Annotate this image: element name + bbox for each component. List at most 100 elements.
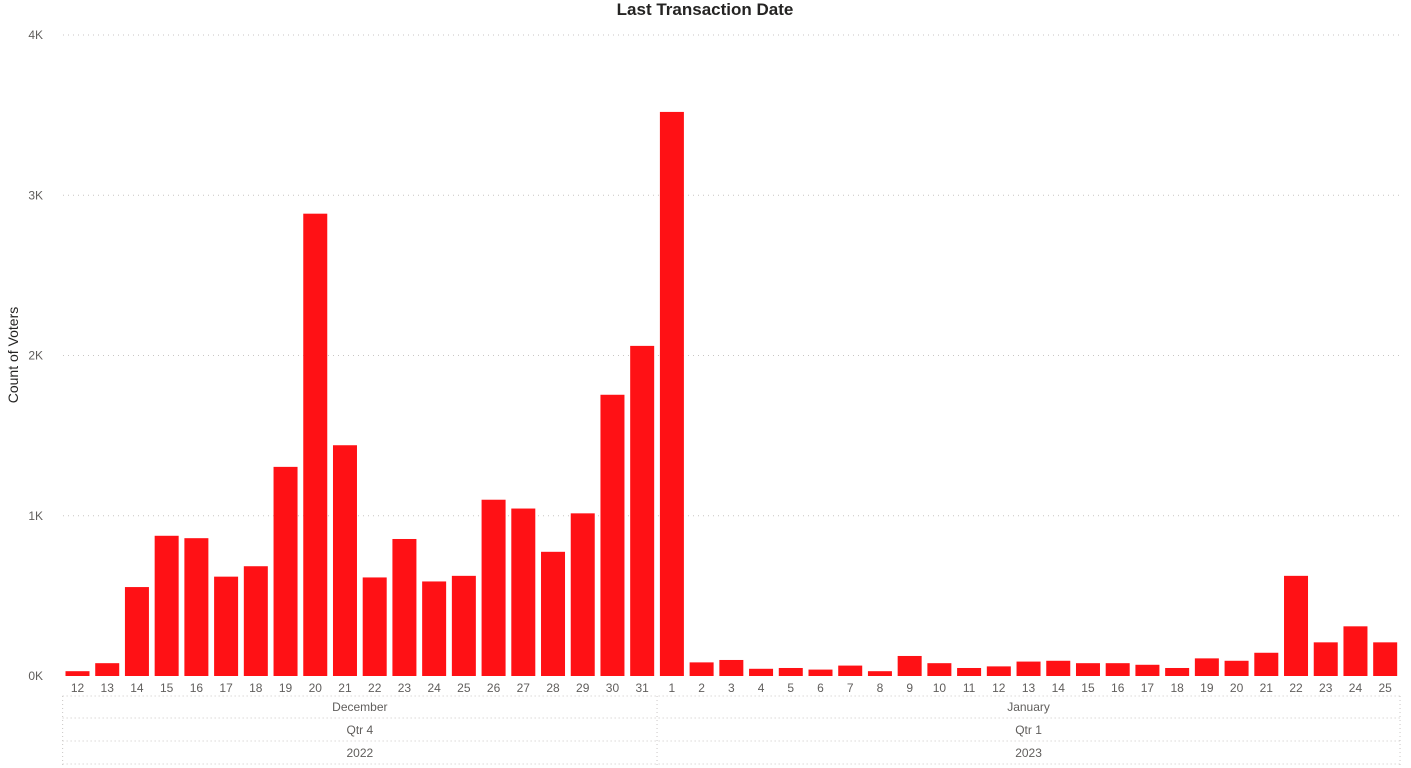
bar [1373, 642, 1397, 676]
x-tick-label: 21 [1260, 681, 1274, 695]
x-tick-label: 31 [636, 681, 650, 695]
x-tick-label: 12 [71, 681, 85, 695]
x-tick-label: 10 [933, 681, 947, 695]
bar [422, 581, 446, 676]
bar [125, 587, 149, 676]
x-tick-label: 15 [160, 681, 174, 695]
x-tick-label: 24 [1349, 681, 1363, 695]
bar [482, 500, 506, 676]
bar [1106, 663, 1130, 676]
x-tick-label: 30 [606, 681, 620, 695]
x-tick-label: 12 [992, 681, 1006, 695]
x-tick-label: 25 [457, 681, 471, 695]
bar [363, 577, 387, 676]
bar [1195, 658, 1219, 676]
bar [571, 513, 595, 676]
quarter-label: Qtr 1 [1015, 723, 1042, 737]
bar [927, 663, 951, 676]
x-tick-label: 14 [1052, 681, 1066, 695]
x-axis-hierarchy: December January Qtr 4 Qtr 1 2022 2023 [63, 696, 1400, 768]
bar [541, 552, 565, 676]
bar [779, 668, 803, 676]
bar [987, 666, 1011, 676]
x-tick-label: 22 [368, 681, 382, 695]
bar [719, 660, 743, 676]
bar [1254, 653, 1278, 676]
x-tick-label: 16 [1111, 681, 1125, 695]
y-tick-label: 4K [28, 28, 43, 42]
bar [838, 666, 862, 676]
x-tick-label: 16 [190, 681, 204, 695]
y-axis-label: Count of Voters [5, 307, 21, 404]
bar [1076, 663, 1100, 676]
month-label: December [332, 700, 387, 714]
bar [155, 536, 179, 676]
y-tick-label: 1K [28, 509, 43, 523]
x-tick-label: 19 [279, 681, 293, 695]
bar [66, 671, 90, 676]
quarter-label: Qtr 4 [347, 723, 374, 737]
x-tick-label: 29 [576, 681, 590, 695]
bar [333, 445, 357, 676]
x-tick-label: 13 [1022, 681, 1036, 695]
chart-title: Last Transaction Date [617, 0, 794, 19]
bar [392, 539, 416, 676]
bar [303, 214, 327, 676]
bar [660, 112, 684, 676]
bar [95, 663, 119, 676]
bar [630, 346, 654, 676]
bar [1343, 626, 1367, 676]
bar [1225, 661, 1249, 676]
x-tick-label: 11 [963, 681, 976, 695]
bar [274, 467, 298, 676]
y-tick-label: 0K [28, 669, 43, 683]
bar [1046, 661, 1070, 676]
x-tick-label: 17 [1141, 681, 1155, 695]
bar [898, 656, 922, 676]
x-tick-label: 22 [1289, 681, 1303, 695]
x-tick-label: 9 [906, 681, 913, 695]
x-tick-label: 18 [249, 681, 263, 695]
x-tick-label: 14 [130, 681, 144, 695]
x-tick-label: 13 [101, 681, 115, 695]
x-tick-label: 19 [1200, 681, 1214, 695]
bar [214, 577, 238, 676]
x-tick-label: 3 [728, 681, 735, 695]
x-tick-label: 28 [546, 681, 560, 695]
x-tick-label: 23 [1319, 681, 1333, 695]
bar [600, 395, 624, 676]
year-label: 2022 [346, 746, 373, 760]
gridlines [63, 35, 1399, 516]
x-tick-label: 15 [1081, 681, 1095, 695]
x-tick-label: 21 [338, 681, 352, 695]
month-label: January [1007, 700, 1050, 714]
bar [809, 670, 833, 676]
x-tick-label: 7 [847, 681, 854, 695]
x-tick-label: 2 [698, 681, 705, 695]
bar [244, 566, 268, 676]
bar [1135, 665, 1159, 676]
x-tick-label: 27 [517, 681, 531, 695]
bar [511, 509, 535, 676]
y-axis-ticks: 0K 1K 2K 3K 4K [28, 28, 43, 683]
x-tick-label: 24 [427, 681, 441, 695]
x-tick-label: 23 [398, 681, 412, 695]
year-label: 2023 [1015, 746, 1042, 760]
bar [868, 671, 892, 676]
bar [957, 668, 981, 676]
x-tick-label: 25 [1379, 681, 1393, 695]
bar [690, 662, 714, 676]
x-tick-label: 17 [219, 681, 233, 695]
x-tick-label: 20 [1230, 681, 1244, 695]
x-axis-day-labels: 12 13 14 15 16 17 18 19 20 21 22 23 24 25 26 27 28 29 30 31… [71, 681, 1392, 695]
bar [1314, 642, 1338, 676]
bar [1284, 576, 1308, 676]
x-tick-label: 26 [487, 681, 501, 695]
x-tick-label: 4 [758, 681, 765, 695]
y-tick-label: 3K [28, 188, 43, 202]
x-tick-label: 8 [877, 681, 884, 695]
x-tick-label: 1 [669, 681, 676, 695]
x-tick-label: 6 [817, 681, 824, 695]
bar [184, 538, 208, 676]
